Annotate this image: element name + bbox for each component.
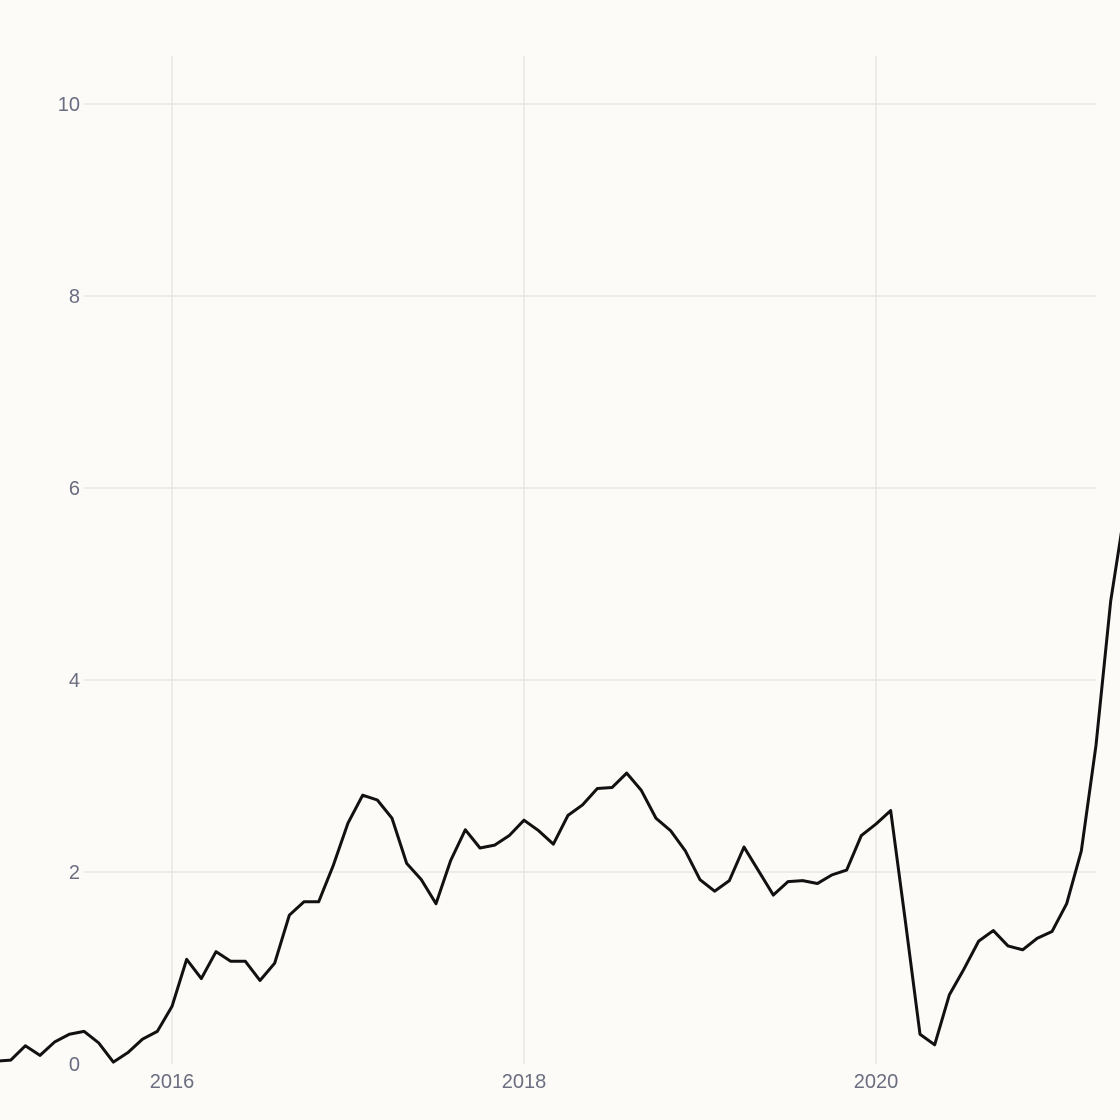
x-tick-label: 2018: [502, 1071, 547, 1093]
y-tick-label: 10: [58, 94, 80, 116]
y-tick-label: 0: [69, 1054, 80, 1076]
y-axis-ticks: 0 2 4 6 8 10: [58, 94, 80, 1076]
vertical-gridlines: [171, 56, 877, 1064]
y-tick-label: 8: [69, 286, 80, 308]
y-tick-label: 4: [69, 670, 80, 692]
y-tick-label: 2: [69, 862, 80, 884]
x-tick-label: 2020: [854, 1071, 899, 1093]
x-tick-label: 2016: [150, 1071, 195, 1093]
series-line: [0, 531, 1120, 1064]
series-group: [0, 531, 1120, 1064]
horizontal-gridlines: [84, 103, 1096, 873]
x-axis-ticks: 201620182020202220242026: [150, 1071, 899, 1093]
y-tick-label: 6: [69, 478, 80, 500]
